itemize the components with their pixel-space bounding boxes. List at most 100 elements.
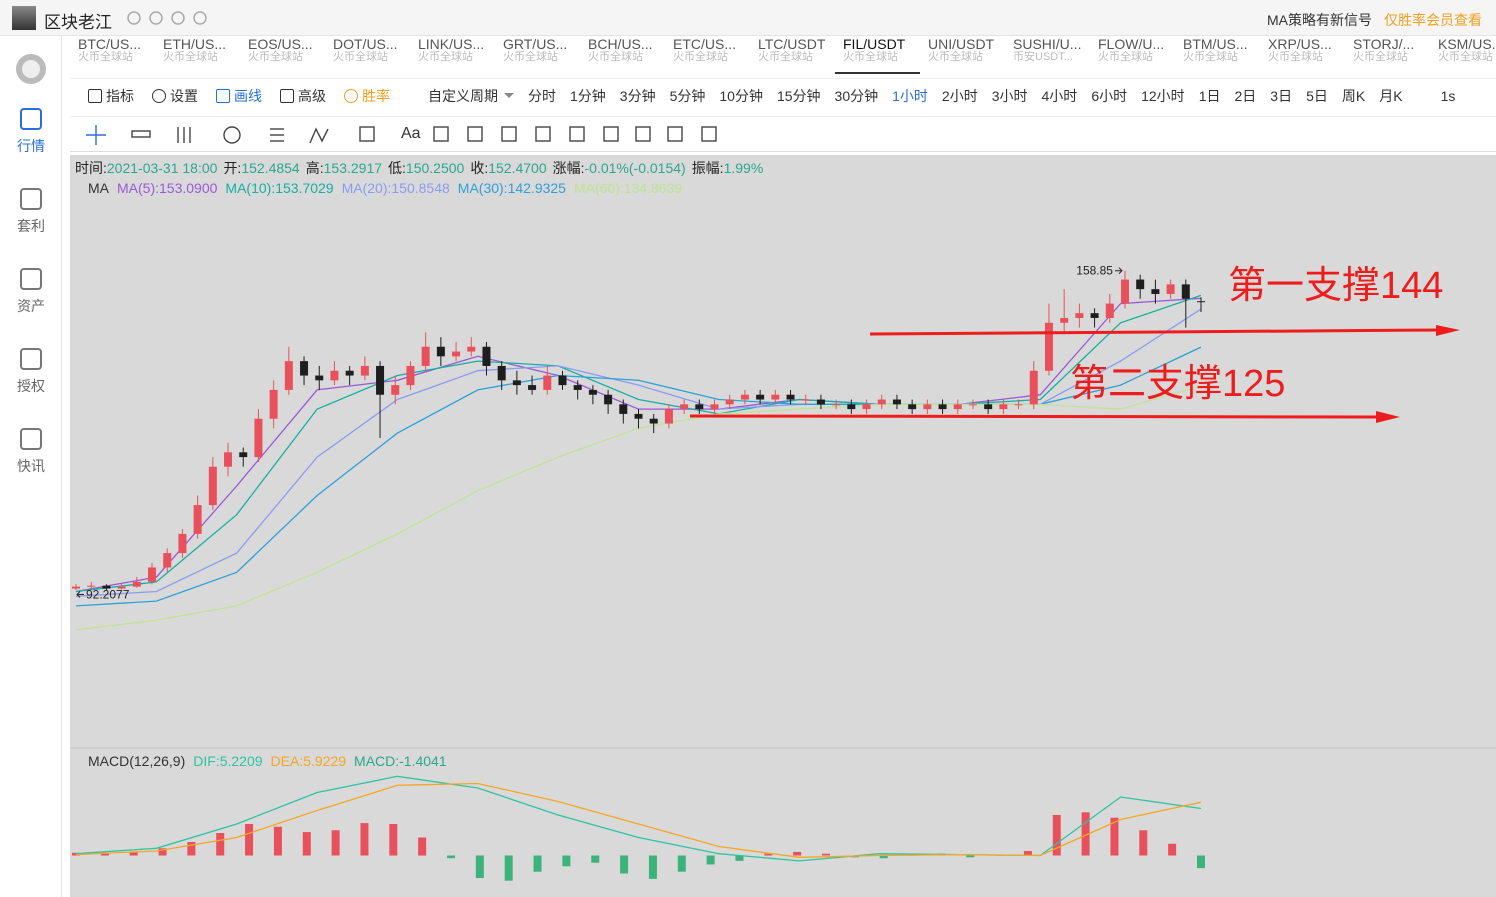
pair-tab[interactable]: DOT/US... 火币全球站: [325, 38, 410, 74]
pair-tab[interactable]: LINK/US... 火币全球站: [410, 38, 495, 74]
candle-body: [376, 365, 385, 395]
pair-tab[interactable]: ETC/US... 火币全球站: [665, 38, 750, 74]
period-option[interactable]: 5日: [1306, 87, 1328, 104]
tool-icon: [152, 88, 166, 103]
pair-tab[interactable]: FLOW/U... 火币全球站: [1090, 38, 1175, 74]
exchange-name: 火币全球站: [78, 51, 133, 63]
candle-body: [634, 413, 643, 419]
macd-bar: [764, 853, 773, 856]
candle-body: [193, 505, 202, 534]
pair-tab[interactable]: STORJ/... 火币全球站: [1345, 38, 1430, 74]
pair-tab[interactable]: BCH/US... 火币全球站: [580, 38, 665, 74]
candle-body: [1060, 317, 1069, 323]
candle-body: [710, 404, 719, 410]
candle-body: [148, 567, 157, 582]
candle-body: [360, 365, 369, 376]
pair-name: BCH/US...: [588, 38, 653, 52]
macd-bar: [475, 855, 484, 878]
period-option[interactable]: 10分钟: [719, 87, 763, 104]
pair-tab[interactable]: KSM/US...火币全球站: [1430, 38, 1496, 74]
period-menu[interactable]: 自定义周期: [428, 87, 498, 104]
tool-button[interactable]: 胜率: [344, 86, 390, 106]
period-option[interactable]: 1日: [1198, 87, 1221, 104]
period-option[interactable]: 15分钟: [776, 87, 821, 104]
period-option[interactable]: 30分钟: [834, 87, 879, 104]
period-option[interactable]: 月K: [1379, 87, 1403, 104]
candle-body: [330, 370, 339, 381]
info-label: 高:: [305, 160, 324, 176]
candle-body: [680, 404, 689, 410]
candle-body: [1120, 279, 1129, 304]
side-label[interactable]: 授权: [17, 378, 45, 394]
macd-bar: [1052, 815, 1061, 856]
exchange-name: 火币全球站: [1183, 51, 1238, 63]
exchange-name: 火币全球站: [333, 51, 388, 63]
macd-bar: [273, 826, 282, 856]
signal-notice[interactable]: MA策略有新信号: [1267, 12, 1372, 28]
pair-tab[interactable]: UNI/USDT 火币全球站: [920, 38, 1005, 74]
ma-title: MA: [88, 180, 109, 196]
pair-tab[interactable]: SUSHI/U... 币安USDT...: [1005, 38, 1090, 74]
candle-body: [1029, 370, 1038, 405]
pair-tab[interactable]: BTM/US... 火币全球站: [1175, 38, 1260, 74]
candle-body: [345, 370, 354, 376]
macd-bar: [533, 855, 542, 872]
tool-icon: [88, 88, 102, 103]
side-label[interactable]: 快讯: [17, 458, 45, 474]
candle-body: [695, 404, 704, 410]
side-label[interactable]: 套利: [17, 218, 45, 234]
macd-bar: [793, 851, 802, 856]
period-option[interactable]: 3小时: [991, 87, 1028, 104]
candle-body: [1197, 301, 1205, 303]
period-option[interactable]: 1小时: [892, 87, 928, 104]
candle-body: [254, 418, 263, 458]
pair-tab[interactable]: FIL/USDT 火币全球站: [835, 38, 920, 74]
macd-legend: MACD(12,26,9) DIF:5.2209 DEA:5.9229 MACD:-1…: [88, 753, 455, 769]
tool-button[interactable]: 指标: [88, 86, 134, 106]
period-option[interactable]: 6小时: [1091, 87, 1128, 104]
legend-entry: DEA:5.9229: [270, 753, 347, 769]
candle-body: [1151, 289, 1160, 294]
top-bar: 区块老江 MA策略有新信号 仅胜率会员查看: [0, 0, 1496, 36]
pair-tab[interactable]: LTC/USDT 火币全球站: [750, 38, 835, 74]
pair-tab[interactable]: GRT/US... 火币全球站: [495, 38, 580, 74]
side-icon: [20, 108, 42, 130]
side-label[interactable]: 行情: [17, 138, 45, 154]
info-label: 收:: [470, 160, 489, 176]
period-option[interactable]: 1分钟: [570, 87, 606, 104]
period-option[interactable]: 周K: [1341, 87, 1366, 104]
pair-tab[interactable]: BTC/US... 火币全球站: [70, 38, 155, 74]
period-option[interactable]: 2小时: [941, 87, 978, 104]
period-option[interactable]: 3日: [1270, 87, 1293, 104]
tool-button[interactable]: 高级: [280, 86, 326, 106]
username[interactable]: 区块老江: [44, 13, 112, 32]
period-option[interactable]: 分时: [528, 87, 556, 104]
header-icons: [127, 11, 207, 25]
macd-bar: [1168, 843, 1177, 856]
line-series: [75, 294, 1202, 593]
period-option[interactable]: 4小时: [1041, 87, 1078, 104]
pair-tab[interactable]: ETH/US... 火币全球站: [155, 38, 240, 74]
period-option[interactable]: 2日: [1234, 87, 1257, 104]
period-option[interactable]: 5分钟: [669, 87, 706, 104]
period-option[interactable]: 12小时: [1141, 87, 1185, 104]
vip-link[interactable]: 仅胜率会员查看: [1384, 12, 1482, 28]
refresh-rate[interactable]: 1s: [1440, 87, 1456, 104]
support-arrow: [869, 328, 1441, 336]
period-option[interactable]: 3分钟: [619, 87, 656, 104]
pair-tab[interactable]: XRP/US... 火币全球站: [1260, 38, 1345, 74]
side-label[interactable]: 资产: [17, 298, 45, 314]
candle-body: [832, 404, 841, 406]
text-tool[interactable]: Aa: [401, 125, 421, 142]
tool-button[interactable]: 设置: [152, 86, 198, 106]
legend-entry: MA(10):153.7029: [225, 180, 334, 196]
legend-entry: MA(20):150.8548: [341, 180, 450, 196]
macd-bar: [302, 832, 311, 856]
tool-button[interactable]: 画线: [216, 86, 262, 106]
pair-tab[interactable]: EOS/US... 火币全球站: [240, 38, 325, 74]
info-label: 开:: [223, 160, 242, 176]
candle-body: [391, 385, 400, 395]
line-series: [75, 775, 1202, 862]
avatar[interactable]: [12, 6, 36, 30]
arrow-head: [1376, 411, 1400, 423]
